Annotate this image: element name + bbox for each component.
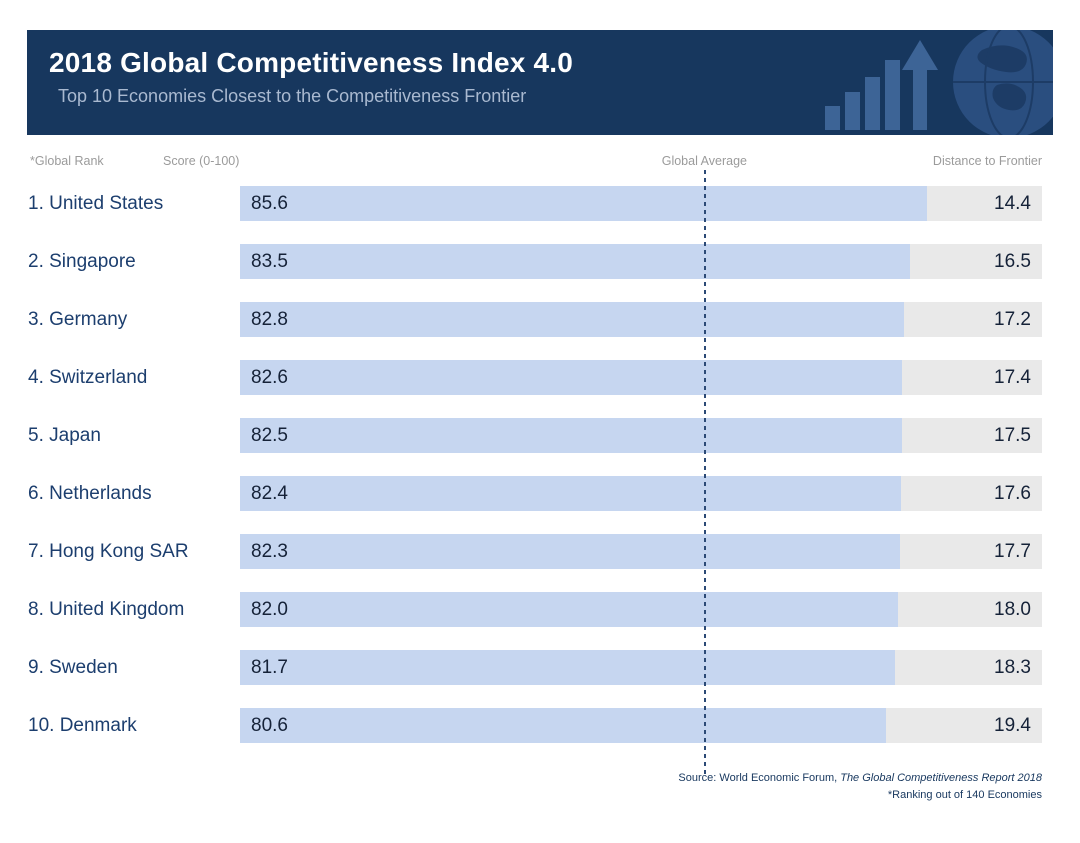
- bar-track: 80.6 19.4: [240, 708, 1042, 743]
- score-bar: 82.0: [240, 592, 898, 627]
- chart-row: 9. Sweden 81.7 18.3: [28, 650, 1042, 685]
- distance-bar: 17.4: [902, 360, 1042, 395]
- distance-value: 19.4: [994, 714, 1031, 736]
- header-banner: 2018 Global Competitiveness Index 4.0 To…: [27, 30, 1053, 135]
- economy-label: 8. United Kingdom: [28, 598, 185, 620]
- distance-bar: 17.6: [900, 476, 1042, 511]
- bar-track: 82.8 17.2: [240, 302, 1042, 337]
- distance-value: 16.5: [994, 250, 1031, 272]
- chart-row: 5. Japan 82.5 17.5: [28, 418, 1042, 453]
- header-text-block: 2018 Global Competitiveness Index 4.0 To…: [49, 47, 573, 107]
- score-bar: 81.7: [240, 650, 896, 685]
- distance-bar: 18.0: [897, 592, 1042, 627]
- distance-bar: 17.5: [901, 418, 1042, 453]
- ranking-note: *Ranking out of 140 Economies: [887, 789, 1042, 802]
- economy-label: 9. Sweden: [28, 656, 118, 678]
- chart-row: 7. Hong Kong SAR 82.3 17.7: [28, 534, 1042, 569]
- distance-value: 17.2: [994, 308, 1031, 330]
- bar-track: 82.5 17.5: [240, 418, 1042, 453]
- score-value: 82.0: [251, 598, 288, 620]
- economy-label: 5. Japan: [28, 424, 101, 446]
- bar-chart: 1. United States 85.6 14.4 2. Singapore 83.5…: [28, 170, 1042, 778]
- score-value: 82.6: [251, 366, 288, 388]
- score-bar: 85.6: [240, 186, 927, 221]
- distance-bar: 19.4: [886, 708, 1042, 743]
- chart-row: 8. United Kingdom 82.0 18.0: [28, 592, 1042, 627]
- bar-track: 85.6 14.4: [240, 186, 1042, 221]
- score-value: 83.5: [251, 250, 288, 272]
- distance-value: 17.5: [994, 424, 1031, 446]
- economy-label: 6. Netherlands: [28, 482, 152, 504]
- score-value: 82.4: [251, 482, 288, 504]
- score-bar: 80.6: [240, 708, 887, 743]
- chart-row: 3. Germany 82.8 17.2: [28, 302, 1042, 337]
- distance-bar: 14.4: [926, 186, 1042, 221]
- chart-row: 10. Denmark 80.6 19.4: [28, 708, 1042, 743]
- source-note: Source: World Economic Forum, The Global…: [678, 772, 1042, 784]
- growth-chart-globe-icon: [825, 30, 1053, 135]
- score-value: 82.8: [251, 308, 288, 330]
- bar-track: 81.7 18.3: [240, 650, 1042, 685]
- column-header-global-average: Global Average: [661, 154, 747, 168]
- distance-value: 18.3: [994, 656, 1031, 678]
- bar-track: 82.4 17.6: [240, 476, 1042, 511]
- distance-value: 14.4: [994, 192, 1031, 214]
- column-header-distance: Distance to Frontier: [932, 154, 1042, 168]
- economy-label: 4. Switzerland: [28, 366, 148, 388]
- distance-value: 17.7: [994, 540, 1031, 562]
- score-bar: 82.4: [240, 476, 901, 511]
- chart-row: 1. United States 85.6 14.4: [28, 186, 1042, 221]
- score-bar: 82.8: [240, 302, 905, 337]
- distance-value: 17.6: [994, 482, 1031, 504]
- score-bar: 82.5: [240, 418, 902, 453]
- page-title: 2018 Global Competitiveness Index 4.0: [49, 47, 574, 78]
- column-headers: *Global Rank Score (0-100) Global Averag…: [28, 154, 1042, 170]
- column-header-global-rank: *Global Rank: [30, 154, 104, 168]
- score-bar: 82.6: [240, 360, 903, 395]
- score-value: 82.5: [251, 424, 288, 446]
- score-value: 81.7: [251, 656, 288, 678]
- score-value: 82.3: [251, 540, 288, 562]
- column-header-score: Score (0-100): [163, 154, 240, 168]
- footer: Source: World Economic Forum, The Global…: [678, 770, 1042, 804]
- distance-bar: 17.7: [900, 534, 1042, 569]
- chart-row: 4. Switzerland 82.6 17.4: [28, 360, 1042, 395]
- chart-row: 6. Netherlands 82.4 17.6: [28, 476, 1042, 511]
- bar-track: 82.3 17.7: [240, 534, 1042, 569]
- score-value: 80.6: [251, 714, 288, 736]
- distance-value: 17.4: [994, 366, 1031, 388]
- distance-bar: 16.5: [909, 244, 1042, 279]
- chart-row: 2. Singapore 83.5 16.5: [28, 244, 1042, 279]
- economy-label: 1. United States: [28, 192, 164, 214]
- economy-label: 7. Hong Kong SAR: [28, 540, 189, 562]
- global-average-line: [704, 170, 707, 778]
- score-bar: 83.5: [240, 244, 910, 279]
- bar-track: 82.0 18.0: [240, 592, 1042, 627]
- distance-bar: 17.2: [904, 302, 1042, 337]
- page-subtitle: Top 10 Economies Closest to the Competit…: [58, 86, 527, 106]
- bar-track: 82.6 17.4: [240, 360, 1042, 395]
- economy-label: 10. Denmark: [28, 714, 137, 736]
- up-arrow-icon: [902, 40, 938, 130]
- bar-track: 83.5 16.5: [240, 244, 1042, 279]
- distance-value: 18.0: [994, 598, 1031, 620]
- globe-icon: [953, 30, 1053, 135]
- economy-label: 2. Singapore: [28, 250, 136, 272]
- score-bar: 82.3: [240, 534, 901, 569]
- banner-graphic: [817, 30, 1053, 135]
- distance-bar: 18.3: [895, 650, 1042, 685]
- economy-label: 3. Germany: [28, 308, 128, 330]
- score-value: 85.6: [251, 192, 288, 214]
